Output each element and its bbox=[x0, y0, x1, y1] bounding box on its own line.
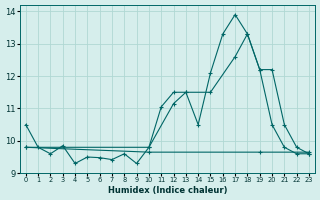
X-axis label: Humidex (Indice chaleur): Humidex (Indice chaleur) bbox=[108, 186, 227, 195]
